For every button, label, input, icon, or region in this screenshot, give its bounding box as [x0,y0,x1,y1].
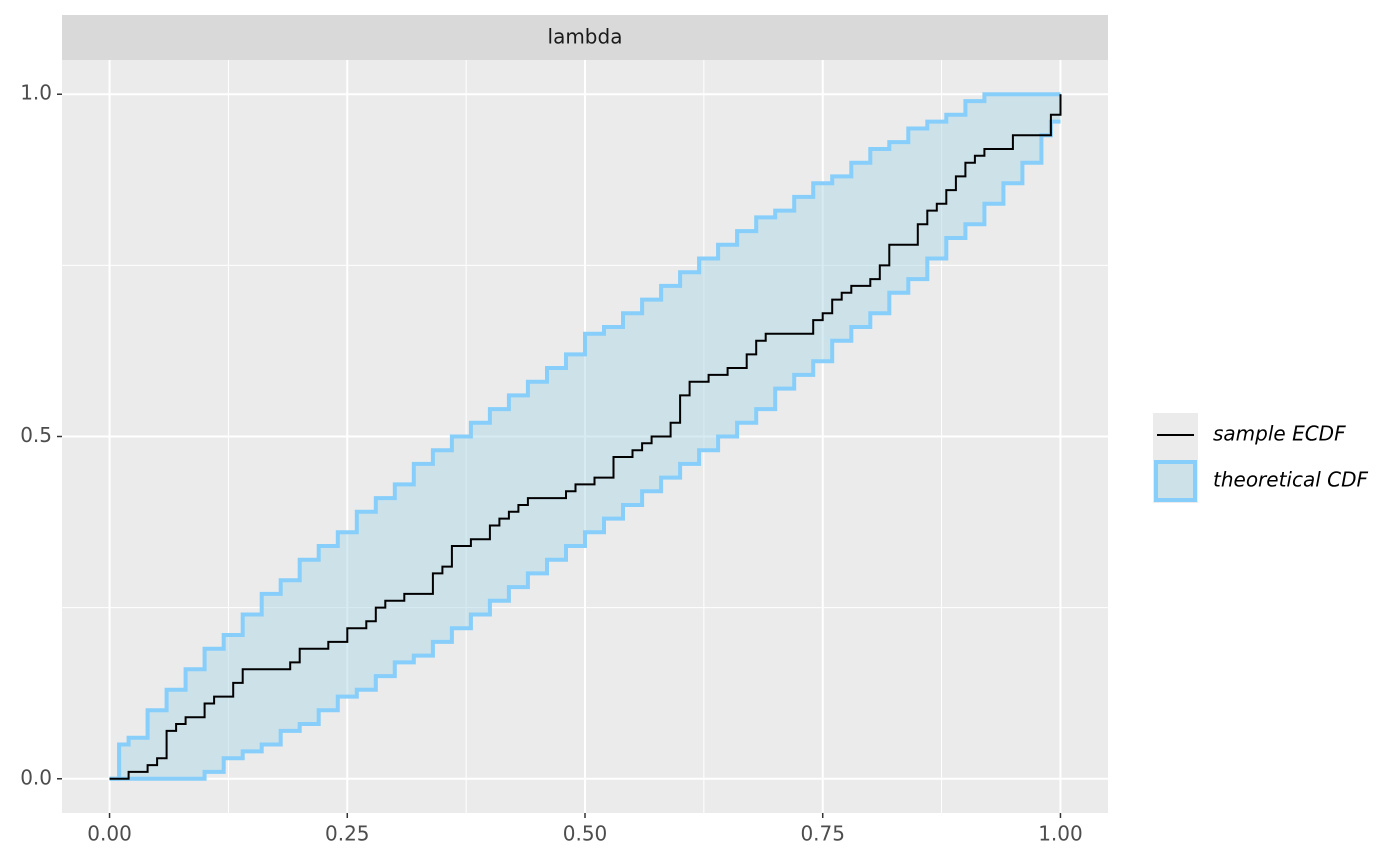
x-tick-label: 1.00 [1038,822,1083,846]
x-tick-label: 0.75 [800,822,845,846]
y-tick-label: 0.0 [20,765,52,789]
x-tick-label: 0.00 [87,822,132,846]
facet-label: lambda [548,25,623,49]
band-upper [109,92,1061,781]
legend: sample ECDF theoretical CDF [1153,413,1369,503]
y-tick-label: 0.5 [20,423,52,447]
axes: 0.00 0.25 0.50 0.75 1.00 0.0 0.5 1.0 [20,81,1083,846]
plot-area [109,92,1062,781]
facet-strip [62,15,1108,60]
band-lower [109,119,1061,781]
legend-label: sample ECDF [1213,422,1346,446]
band-area [109,94,1061,779]
x-tick-label: 0.50 [563,822,608,846]
legend-label: theoretical CDF [1213,468,1369,492]
y-tick-label: 1.0 [20,81,52,105]
x-tick-label: 0.25 [325,822,370,846]
legend-key-band [1154,460,1197,502]
ecdf-line [109,94,1062,780]
